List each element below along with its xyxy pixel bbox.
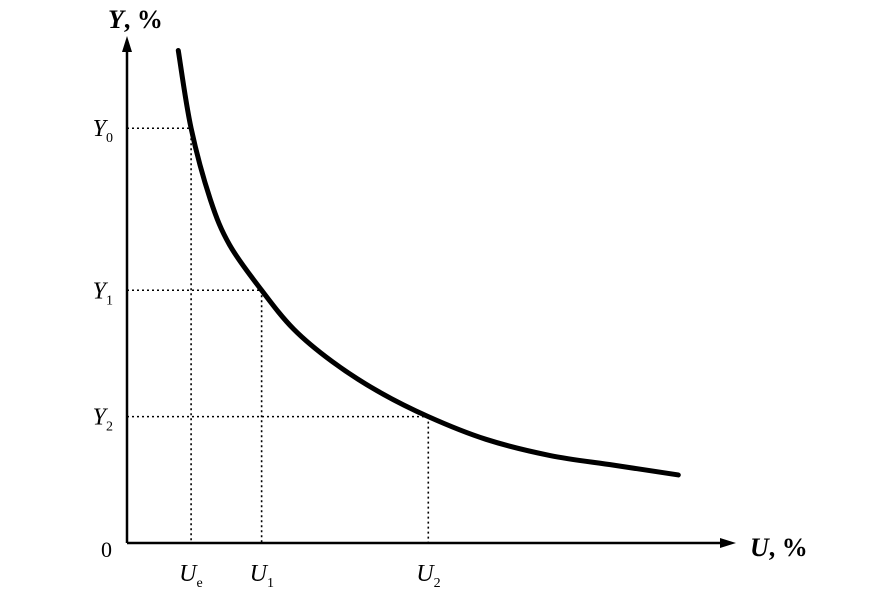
origin-label: 0: [101, 537, 112, 562]
phillips-curve-line: [175, 47, 681, 478]
y-axis-arrow: [122, 36, 132, 52]
y-tick-label-2: Y2: [93, 405, 113, 435]
labels: Y, % U, % 0: [101, 5, 808, 562]
reference-lines: [127, 127, 430, 543]
y-tick-label-1: Y1: [93, 278, 113, 308]
tick-labels: Ue U1 U2 Y0 Y2 Y1: [93, 116, 441, 591]
y-tick-label-0: Y0: [93, 116, 113, 146]
y-axis-label: Y, %: [108, 5, 163, 34]
axes: [122, 36, 736, 548]
x-tick-label-2: U2: [416, 561, 440, 591]
x-tick-label-1: U1: [250, 561, 274, 591]
curve-layer: [175, 47, 681, 478]
x-tick-label-e: Ue: [179, 561, 203, 591]
x-axis-arrow: [720, 538, 736, 548]
x-axis-label: U, %: [750, 533, 808, 562]
